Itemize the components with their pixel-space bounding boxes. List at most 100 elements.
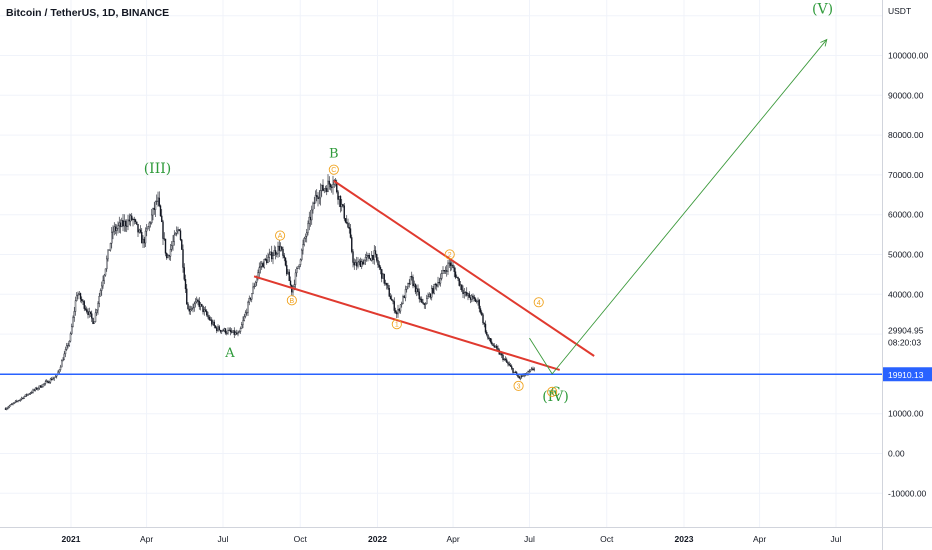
candle [331,184,333,193]
candle [212,319,214,326]
candle [521,374,523,379]
drawing-lines[interactable] [0,38,882,375]
candle [102,275,104,289]
circled-wave-label[interactable]: 1 [391,319,402,330]
projection-path[interactable] [529,39,828,375]
candle [433,283,435,295]
candle [309,209,312,227]
trendline-lower[interactable] [253,275,561,371]
candle [53,377,55,381]
candle [338,195,340,208]
candle [268,248,270,263]
trendline-upper[interactable] [333,180,595,357]
wave-label[interactable]: (IV) [542,389,569,405]
candle [158,191,160,208]
wave-label[interactable]: C [551,385,561,400]
candle [327,174,329,193]
candle [491,338,493,346]
candle [287,269,289,275]
svg-text:B: B [290,298,295,305]
candle [24,394,27,398]
candle [486,330,488,337]
candle [9,404,12,407]
candle [121,217,123,228]
svg-text:4: 4 [537,300,541,307]
circled-wave-label[interactable]: A [275,230,286,241]
candle [16,399,18,403]
wave-label[interactable]: A [224,346,235,361]
circled-wave-label[interactable]: 2 [444,249,455,260]
y-tick-label: 90000.00 [888,90,924,100]
candle [403,295,405,299]
candle [513,371,515,373]
wave-label[interactable]: (III) [144,161,172,177]
candle [383,273,385,286]
candle [278,240,280,258]
wave-label[interactable]: B [329,147,339,162]
candle [222,328,224,332]
candle [22,397,24,400]
candle [103,273,105,285]
candle [48,380,50,384]
candle [263,258,265,269]
candle [32,388,34,394]
candle [401,301,403,308]
y-tick-label: 50000.00 [888,250,924,260]
candle [422,298,424,305]
candle [479,305,482,315]
candle [217,324,219,333]
wave-label[interactable]: (V) [812,2,833,18]
candle [277,241,279,258]
candle [262,261,264,268]
circled-wave-label[interactable]: 5 [547,386,558,397]
candle [231,328,233,334]
candle [447,259,449,275]
y-tick-label: 60000.00 [888,210,924,220]
candle [146,224,148,237]
candle [368,252,370,259]
candle [238,330,240,334]
candles [4,174,535,411]
candle [117,221,119,234]
circled-wave-label[interactable]: B [286,295,297,306]
candle [468,291,470,298]
candle [282,246,284,259]
candle [94,308,97,323]
candle [432,286,434,295]
circled-wave-label[interactable]: 3 [513,380,524,391]
candle [132,217,134,227]
candle [224,328,227,335]
candle [84,305,87,311]
candle [99,288,102,297]
candle [177,226,179,235]
candle [453,265,455,278]
candle [26,393,28,397]
x-tick-label: Oct [600,534,614,544]
x-tick-label: 2021 [62,534,81,544]
candle [353,258,355,270]
candle [461,284,463,293]
candle [502,352,504,362]
price-axis[interactable]: -10000.00 0.00 10000.00 40000.00 50000.00 600… [882,0,929,550]
candle [207,311,209,320]
candle [193,301,195,312]
candle [369,257,372,261]
x-tick-label: Apr [140,534,153,544]
candle [66,342,68,351]
x-tick-label: 2023 [675,534,694,544]
svg-text:A: A [278,233,283,240]
candle [508,361,510,366]
candle [249,297,252,302]
candle [339,195,342,213]
circled-wave-label[interactable]: 4 [533,297,544,308]
time-axis[interactable]: 2021 Apr Jul Oct 2022 Apr Jul Oct 2023 Apr Jul [0,527,932,545]
candle [144,227,147,248]
candle [366,251,368,262]
candle [471,294,473,303]
candle [109,242,112,252]
candle [227,327,229,335]
circled-wave-label[interactable]: C [328,164,339,175]
candle [23,395,25,399]
